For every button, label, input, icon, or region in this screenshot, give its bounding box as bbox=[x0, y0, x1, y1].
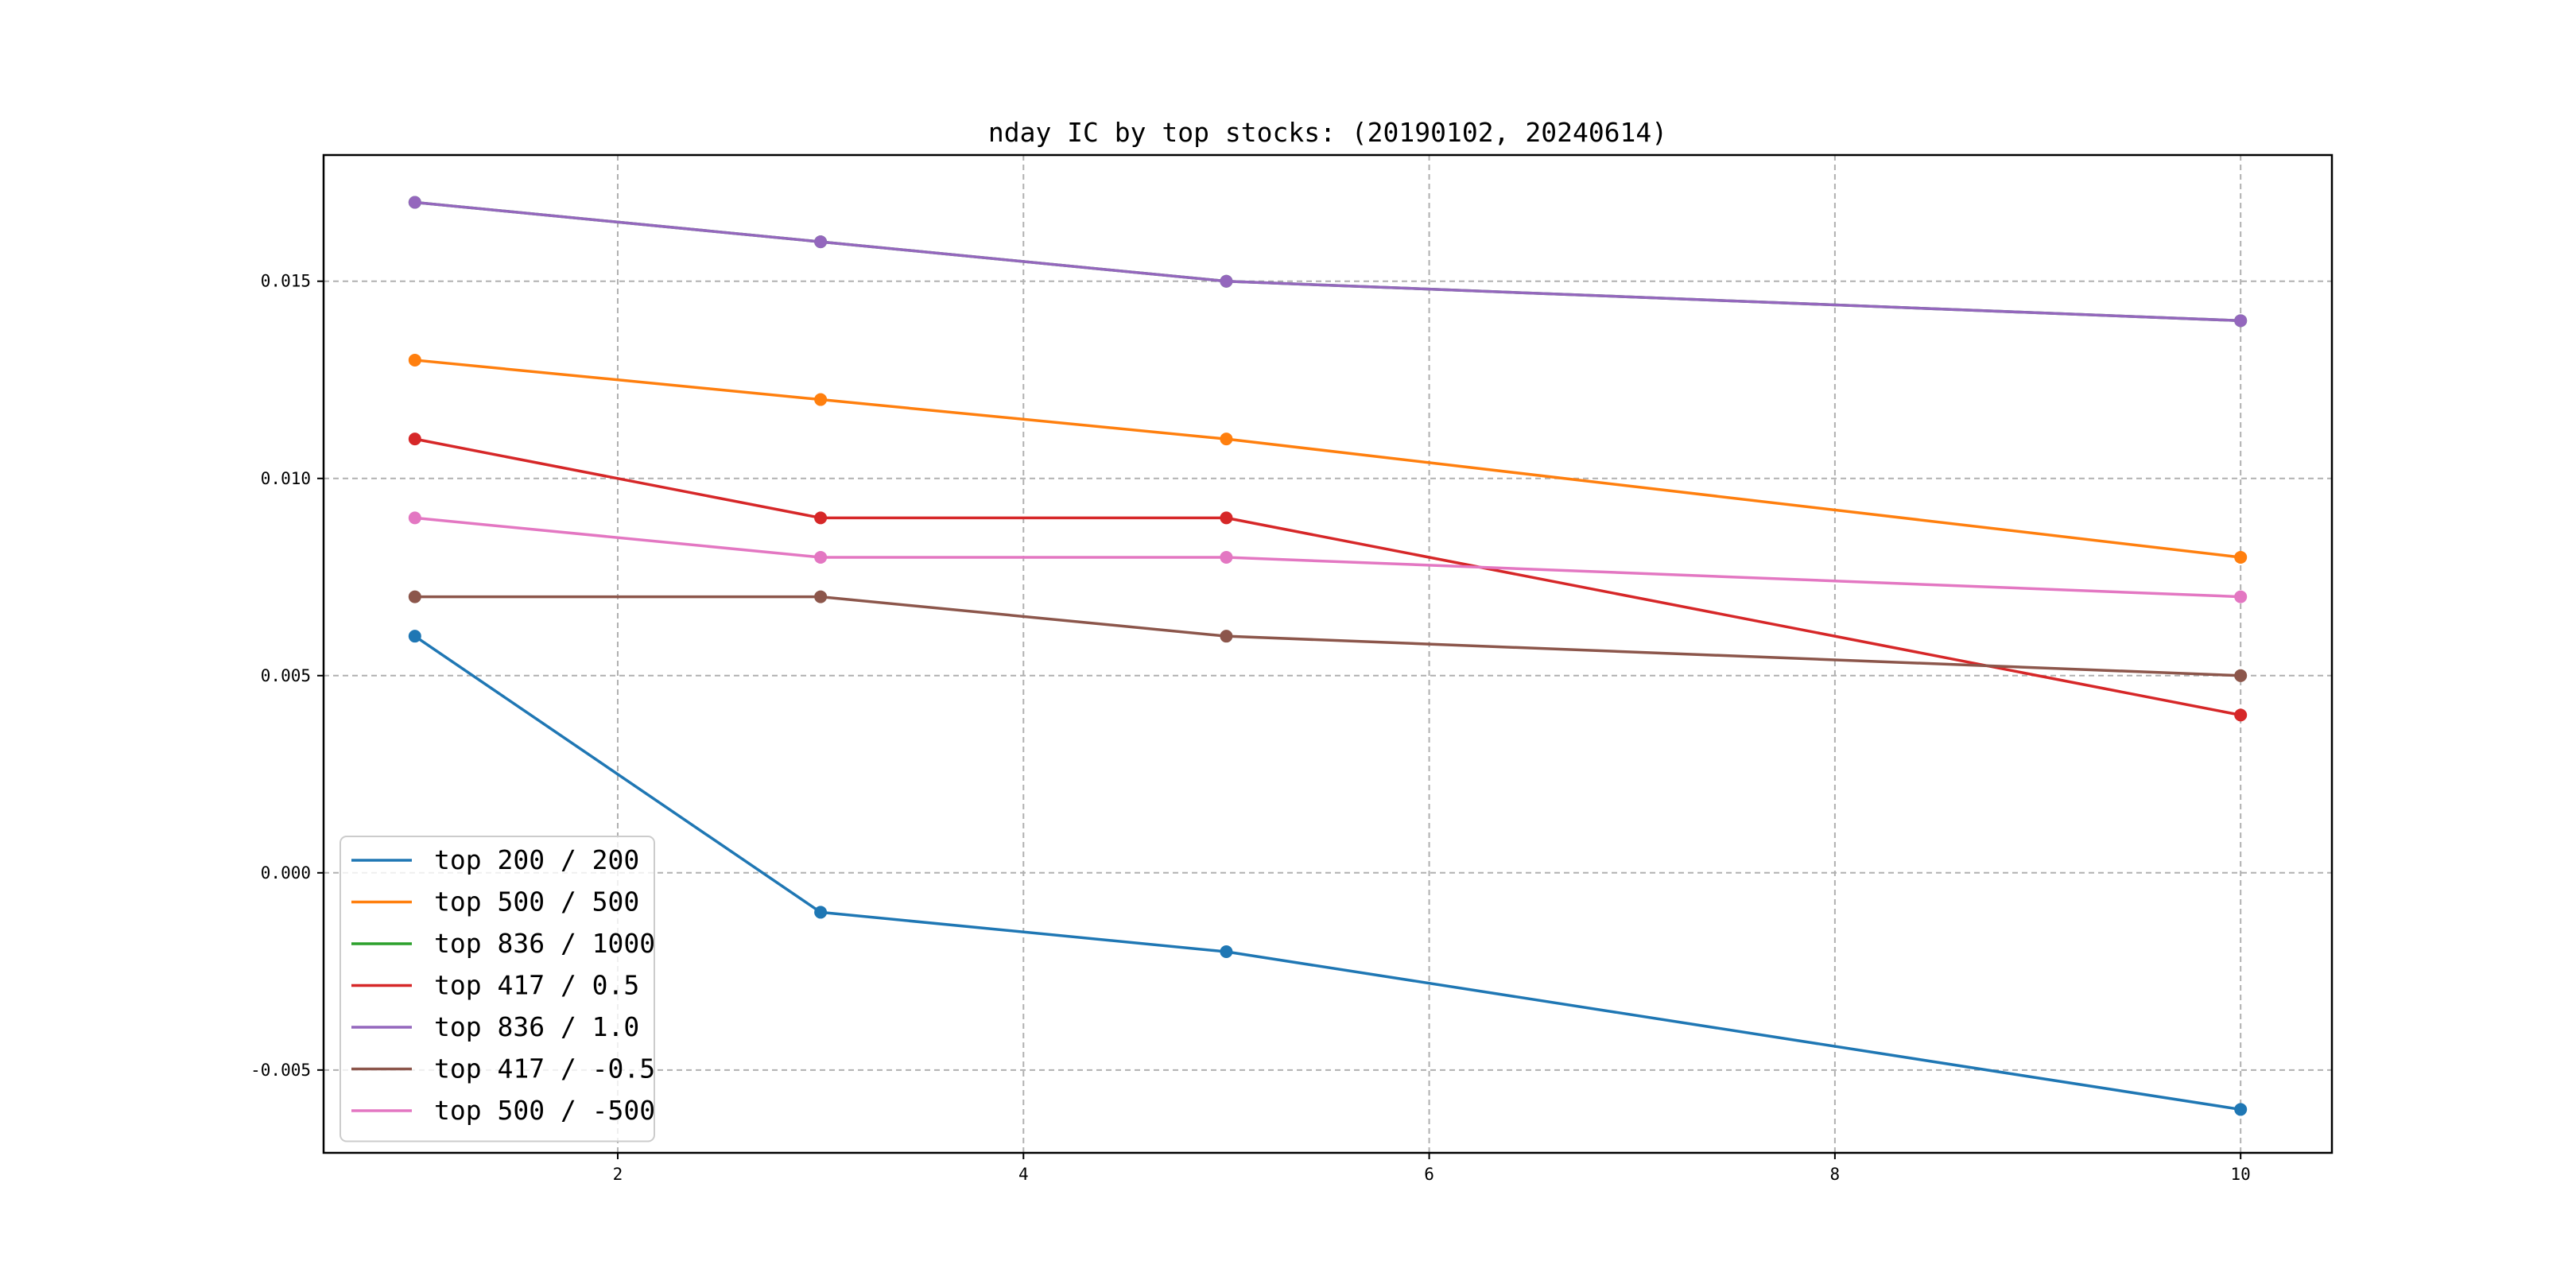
data-point bbox=[1220, 550, 1233, 564]
series-group bbox=[408, 196, 2248, 328]
data-point bbox=[814, 590, 828, 603]
series-line bbox=[413, 516, 2242, 599]
x-tick-label: 8 bbox=[1830, 1165, 1841, 1184]
legend-item: top 200 / 200 bbox=[351, 844, 639, 875]
legend-label: top 836 / 1000 bbox=[434, 928, 655, 959]
y-tick-label: 0.000 bbox=[261, 863, 311, 883]
data-point bbox=[408, 590, 421, 603]
plot-area-frame bbox=[322, 153, 2334, 1154]
y-tick-label: 0.005 bbox=[261, 666, 311, 685]
data-point bbox=[814, 906, 828, 919]
legend-item: top 836 / 1.0 bbox=[351, 1011, 639, 1042]
legend-label: top 417 / 0.5 bbox=[434, 970, 639, 1001]
legend-label: top 836 / 1.0 bbox=[434, 1011, 639, 1042]
series-line bbox=[413, 634, 2242, 1111]
data-point bbox=[408, 433, 421, 446]
axis-ticks: 2 4 6 8 10 -0.005 0.000 0.005 0.010 0.015 bbox=[250, 272, 2251, 1184]
data-point bbox=[2234, 1103, 2248, 1116]
legend-label: top 500 / 500 bbox=[434, 886, 639, 918]
data-point bbox=[814, 393, 828, 406]
legend-item: top 500 / -500 bbox=[351, 1095, 655, 1126]
data-point bbox=[1220, 274, 1233, 288]
data-point bbox=[814, 550, 828, 564]
x-tick-label: 2 bbox=[613, 1165, 623, 1184]
data-point bbox=[408, 511, 421, 525]
legend-item: top 417 / -0.5 bbox=[351, 1053, 655, 1084]
legend-label: top 500 / -500 bbox=[434, 1095, 655, 1126]
x-tick-label: 4 bbox=[1018, 1165, 1029, 1184]
data-point bbox=[2234, 669, 2248, 682]
data-point bbox=[1220, 433, 1233, 446]
data-point bbox=[814, 235, 828, 249]
data-point bbox=[2234, 314, 2248, 328]
x-tick-label: 6 bbox=[1424, 1165, 1434, 1184]
legend-box bbox=[339, 836, 655, 1143]
data-point bbox=[408, 196, 421, 209]
data-point bbox=[2234, 590, 2248, 603]
series-group bbox=[408, 630, 2248, 1116]
legend-label: top 417 / -0.5 bbox=[434, 1053, 655, 1084]
series-group bbox=[408, 511, 2248, 603]
series-group bbox=[408, 433, 2248, 722]
series-line bbox=[413, 437, 2242, 717]
data-point bbox=[2234, 708, 2248, 722]
series-line bbox=[413, 200, 2242, 323]
grid-lines bbox=[324, 155, 2332, 1153]
data-point bbox=[408, 630, 421, 643]
y-tick-label: -0.005 bbox=[250, 1061, 311, 1080]
data-point bbox=[1220, 945, 1233, 959]
data-point bbox=[1220, 630, 1233, 643]
y-tick-label: 0.010 bbox=[261, 469, 311, 488]
data-point bbox=[814, 511, 828, 525]
series-line bbox=[413, 359, 2242, 559]
series-line bbox=[413, 595, 2242, 677]
series-group bbox=[408, 353, 2248, 564]
data-point bbox=[2234, 550, 2248, 564]
series-group bbox=[408, 590, 2248, 682]
series-layer bbox=[408, 196, 2248, 1116]
data-point bbox=[408, 353, 421, 367]
data-point bbox=[1220, 511, 1233, 525]
legend-label: top 200 / 200 bbox=[434, 844, 639, 875]
y-tick-label: 0.015 bbox=[261, 272, 311, 291]
chart-title: nday IC by top stocks: (20190102, 202406… bbox=[988, 117, 1667, 148]
legend-item: top 417 / 0.5 bbox=[351, 970, 639, 1001]
legend-item: top 836 / 1000 bbox=[351, 928, 655, 959]
legend-item: top 500 / 500 bbox=[351, 886, 639, 918]
x-tick-label: 10 bbox=[2231, 1165, 2251, 1184]
legend: top 200 / 200 top 500 / 500 top 836 / 1000… bbox=[339, 836, 655, 1143]
